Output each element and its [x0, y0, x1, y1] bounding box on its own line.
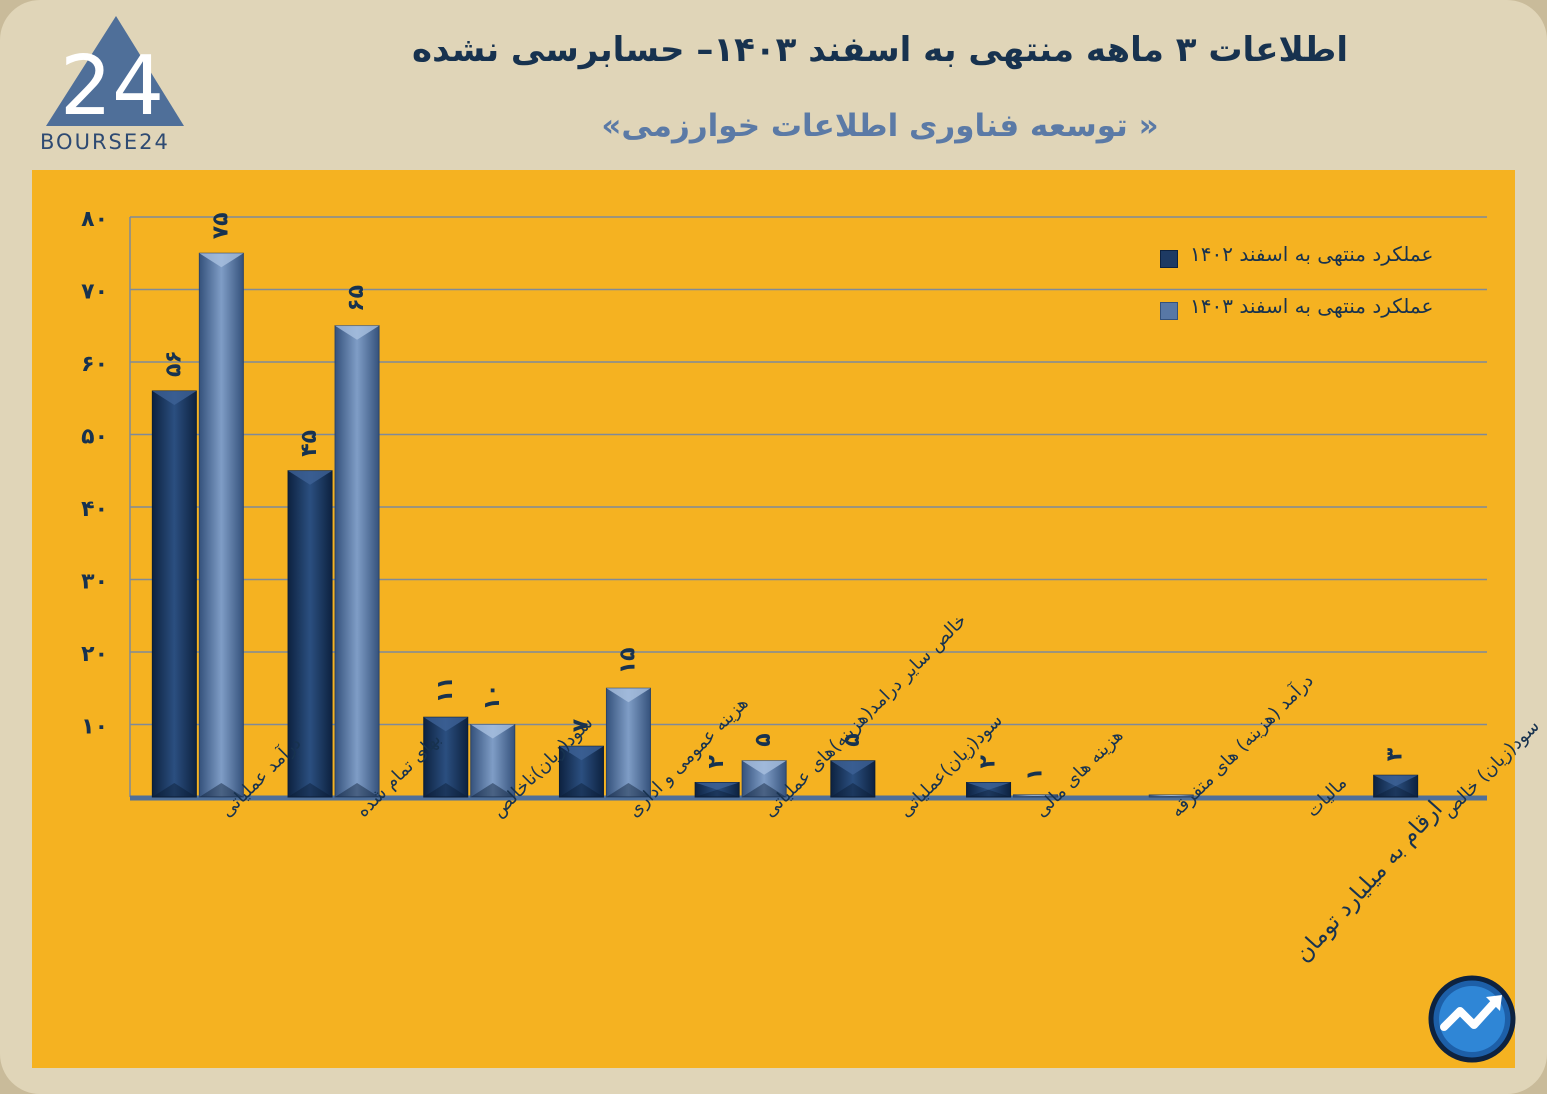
y-tick-label: ۸۰: [81, 207, 108, 232]
bar-1402: [830, 760, 876, 798]
chart-panel: [32, 170, 1515, 1068]
value-label-1403: ۷۵: [208, 212, 233, 239]
y-tick-label: ۷۰: [81, 280, 108, 305]
bar-1402: [151, 390, 197, 798]
bar-1402: [287, 470, 333, 798]
legend-item-1403: عملکرد منتهی به اسفند ۱۴۰۳: [1160, 292, 1490, 344]
value-label-1403: ۱۰: [480, 684, 505, 711]
legend-swatch-1402: [1160, 250, 1178, 268]
chart-legend: عملکرد منتهی به اسفند ۱۴۰۲ عملکرد منتهی …: [1160, 240, 1490, 344]
y-tick-label: ۲۰: [81, 642, 108, 667]
y-tick-label: ۴۰: [81, 497, 108, 522]
value-label-1402: ۵۶: [161, 350, 186, 377]
value-label-1402: ۷: [568, 718, 593, 732]
y-tick-label: ۱۰: [81, 715, 108, 740]
value-label-1402: ۳: [1383, 747, 1408, 761]
y-tick-label: ۵۰: [81, 425, 108, 450]
bar-1403: [605, 687, 651, 798]
bar-1402: [423, 716, 469, 798]
value-label-1403: ۶۵: [344, 285, 369, 312]
logo-text: BOURSE24: [40, 130, 170, 154]
page-subtitle: « توسعه فناوری اطلاعات خوارزمی»: [601, 108, 1159, 144]
svg-text:24: 24: [60, 39, 164, 134]
x-category-label: سود(زیان) خالص: [1438, 716, 1544, 822]
bar-1402: [966, 782, 1012, 798]
bar-1403: [470, 724, 516, 798]
bar-1402: [1373, 774, 1419, 798]
legend-item-1402: عملکرد منتهی به اسفند ۱۴۰۲: [1160, 240, 1490, 292]
bar-1403: [198, 252, 244, 798]
bourse24-logo: 24: [46, 16, 184, 134]
value-label-1403: ۱: [1023, 767, 1048, 780]
value-label-1403: ۵: [751, 733, 776, 746]
legend-label-1402: عملکرد منتهی به اسفند ۱۴۰۲: [1190, 242, 1434, 266]
bar-1403: [1148, 794, 1194, 798]
page-title: اطلاعات ۳ ماهه منتهی به اسفند ۱۴۰۳– حساب…: [412, 30, 1348, 70]
value-label-1402: ۵: [840, 733, 865, 746]
value-label-1402: ۱۱: [433, 676, 458, 703]
value-label-1403: ۱۵: [615, 647, 640, 674]
value-label-1402: ۴۵: [297, 430, 322, 457]
value-label-1402: ۲: [704, 755, 729, 769]
bar-1403: [1013, 794, 1059, 798]
trend-arrow-icon: [1428, 975, 1516, 1063]
y-tick-label: ۳۰: [81, 570, 108, 595]
y-tick-label: ۶۰: [81, 352, 108, 377]
legend-swatch-1403: [1160, 302, 1178, 320]
legend-label-1403: عملکرد منتهی به اسفند ۱۴۰۳: [1190, 294, 1434, 318]
value-label-1402: ۲: [976, 755, 1001, 769]
bar-1403: [741, 760, 787, 798]
bar-1402: [694, 782, 740, 798]
bar-1402: [558, 745, 604, 798]
bar-1403: [334, 325, 380, 798]
